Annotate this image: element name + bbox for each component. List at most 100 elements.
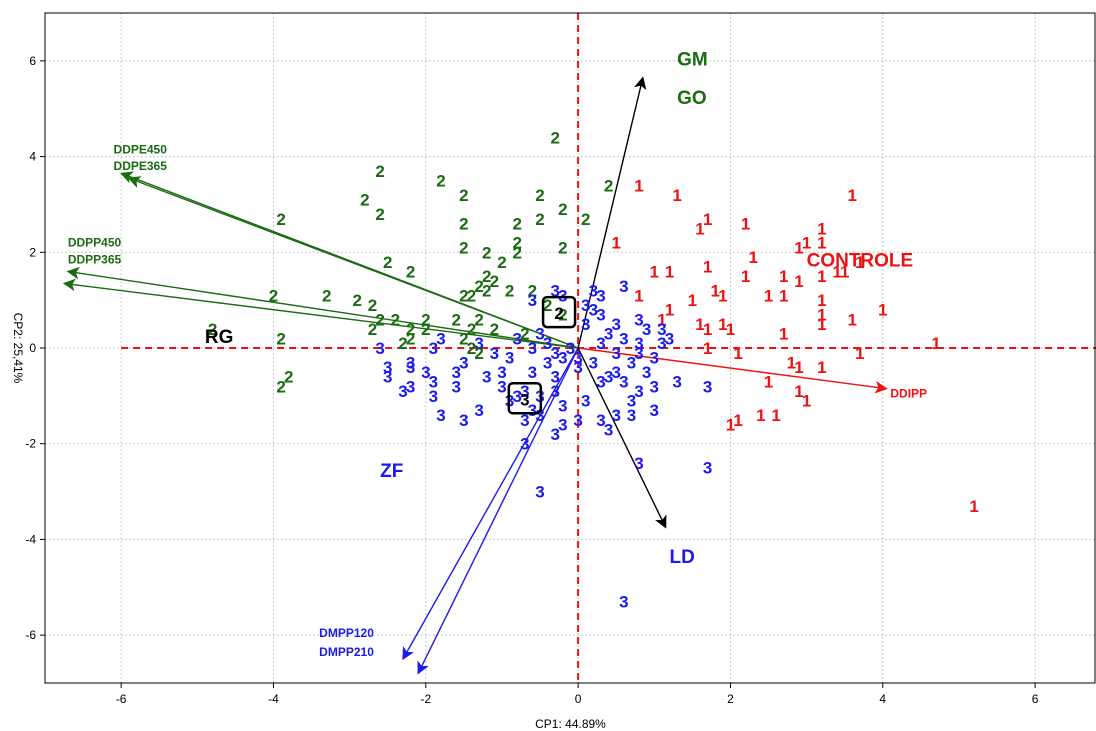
point-group-3: 3 <box>497 363 506 382</box>
point-group-2: 2 <box>406 320 415 339</box>
vector-gm-go <box>577 76 647 349</box>
point-group-2: 2 <box>276 377 285 396</box>
y-axis-ticks: -6 -4 -2 0 2 4 6 <box>25 54 45 642</box>
point-group-2: 2 <box>353 291 362 310</box>
point-group-1: 1 <box>634 176 643 195</box>
point-group-2: 2 <box>467 286 476 305</box>
point-group-2: 2 <box>383 253 392 272</box>
y-tick-label: 2 <box>29 245 36 259</box>
vector-ddpp450 <box>66 266 579 349</box>
centroid-box-2 <box>541 295 577 329</box>
vector-label-ddipp: DDIPP <box>890 386 927 400</box>
point-group-3: 3 <box>558 416 567 435</box>
point-group-2: 2 <box>398 334 407 353</box>
point-group-3: 3 <box>596 373 605 392</box>
point-group-3: 3 <box>650 377 659 396</box>
point-group-1: 1 <box>718 286 727 305</box>
point-group-3: 3 <box>596 286 605 305</box>
point-group-1: 1 <box>726 416 735 435</box>
centroid-box-3 <box>507 382 543 415</box>
point-group-1: 1 <box>787 353 796 372</box>
point-group-1: 1 <box>718 315 727 334</box>
point-group-2: 2 <box>535 210 544 229</box>
point-group-1: 1 <box>741 215 750 234</box>
point-group-1: 1 <box>703 258 712 277</box>
point-group-1: 1 <box>817 291 826 310</box>
point-group-1: 1 <box>695 315 704 334</box>
point-group-2: 2 <box>535 186 544 205</box>
point-group-1: 1 <box>695 219 704 238</box>
point-group-2: 2 <box>459 215 468 234</box>
point-group-3: 3 <box>611 363 620 382</box>
point-group-2: 2 <box>459 186 468 205</box>
point-group-3: 3 <box>634 344 643 363</box>
point-group-3: 3 <box>520 411 529 430</box>
point-group-2: 2 <box>406 262 415 281</box>
point-group-3: 3 <box>535 483 544 502</box>
point-group-3: 3 <box>634 382 643 401</box>
point-group-3: 3 <box>566 339 575 358</box>
point-group-3: 3 <box>383 358 392 377</box>
vector-label-dmpp210: DMPP210 <box>319 645 374 659</box>
point-group-2: 2 <box>512 215 521 234</box>
point-group-1: 1 <box>817 315 826 334</box>
point-group-1: 1 <box>764 286 773 305</box>
y-tick-label: 4 <box>29 150 36 164</box>
point-group-2: 2 <box>459 329 468 348</box>
point-group-1: 1 <box>779 286 788 305</box>
point-group-3: 3 <box>421 363 430 382</box>
point-group-3: 3 <box>627 406 636 425</box>
point-group-1: 1 <box>931 334 940 353</box>
point-group-1: 1 <box>855 253 864 272</box>
point-group-3: 3 <box>535 325 544 344</box>
group-labels: GM GO CONTROLE RG ZF LD <box>205 49 913 568</box>
point-group-2: 2 <box>528 282 537 301</box>
vector-ld <box>577 347 667 529</box>
vector-labels: DDPE450 DDPE365 DDPP450 DDPP365 DMPP120 DMPP2… <box>68 142 927 659</box>
vector-dmpp210 <box>417 347 579 675</box>
point-group-3: 3 <box>619 277 628 296</box>
point-group-1: 1 <box>969 497 978 516</box>
point-group-1: 1 <box>749 248 758 267</box>
point-group-3: 3 <box>474 401 483 420</box>
point-group-1: 1 <box>726 320 735 339</box>
point-group-1: 1 <box>665 262 674 281</box>
point-group-3: 3 <box>452 363 461 382</box>
point-group-2: 2 <box>558 239 567 258</box>
point-group-2: 2 <box>490 320 499 339</box>
point-group-2: 2 <box>391 310 400 329</box>
point-group-1: 1 <box>817 219 826 238</box>
point-group-2: 2 <box>452 310 461 329</box>
point-group-3: 3 <box>665 329 674 348</box>
point-group-2: 2 <box>322 286 331 305</box>
point-group-3: 3 <box>634 310 643 329</box>
point-group-3: 3 <box>558 396 567 415</box>
x-tick-label: 4 <box>879 692 886 706</box>
point-group-2: 2 <box>436 172 445 191</box>
point-group-3: 3 <box>459 353 468 372</box>
x-axis-ticks: -6 -4 -2 0 2 4 6 <box>116 683 1039 706</box>
point-group-3: 3 <box>535 406 544 425</box>
x-tick-label: -4 <box>268 692 279 706</box>
point-group-1: 1 <box>657 310 666 329</box>
point-group-2: 2 <box>490 272 499 291</box>
point-group-1: 1 <box>840 262 849 281</box>
point-group-3: 3 <box>672 373 681 392</box>
group-label-ld: LD <box>670 547 695 568</box>
y-tick-label: -2 <box>25 437 36 451</box>
point-group-3: 3 <box>589 353 598 372</box>
point-group-3: 3 <box>581 296 590 315</box>
point-group-2: 2 <box>360 191 369 210</box>
point-group-2: 2 <box>558 306 567 325</box>
vector-label-dmpp120: DMPP120 <box>319 626 374 640</box>
point-group-1: 1 <box>771 406 780 425</box>
point-group-3: 3 <box>558 349 567 368</box>
point-group-3: 3 <box>497 377 506 396</box>
point-group-3: 3 <box>436 406 445 425</box>
point-group-3: 3 <box>596 334 605 353</box>
point-group-2: 2 <box>474 310 483 329</box>
point-group-3: 3 <box>596 411 605 430</box>
point-group-2: 2 <box>474 344 483 363</box>
point-group-2: 2 <box>459 286 468 305</box>
